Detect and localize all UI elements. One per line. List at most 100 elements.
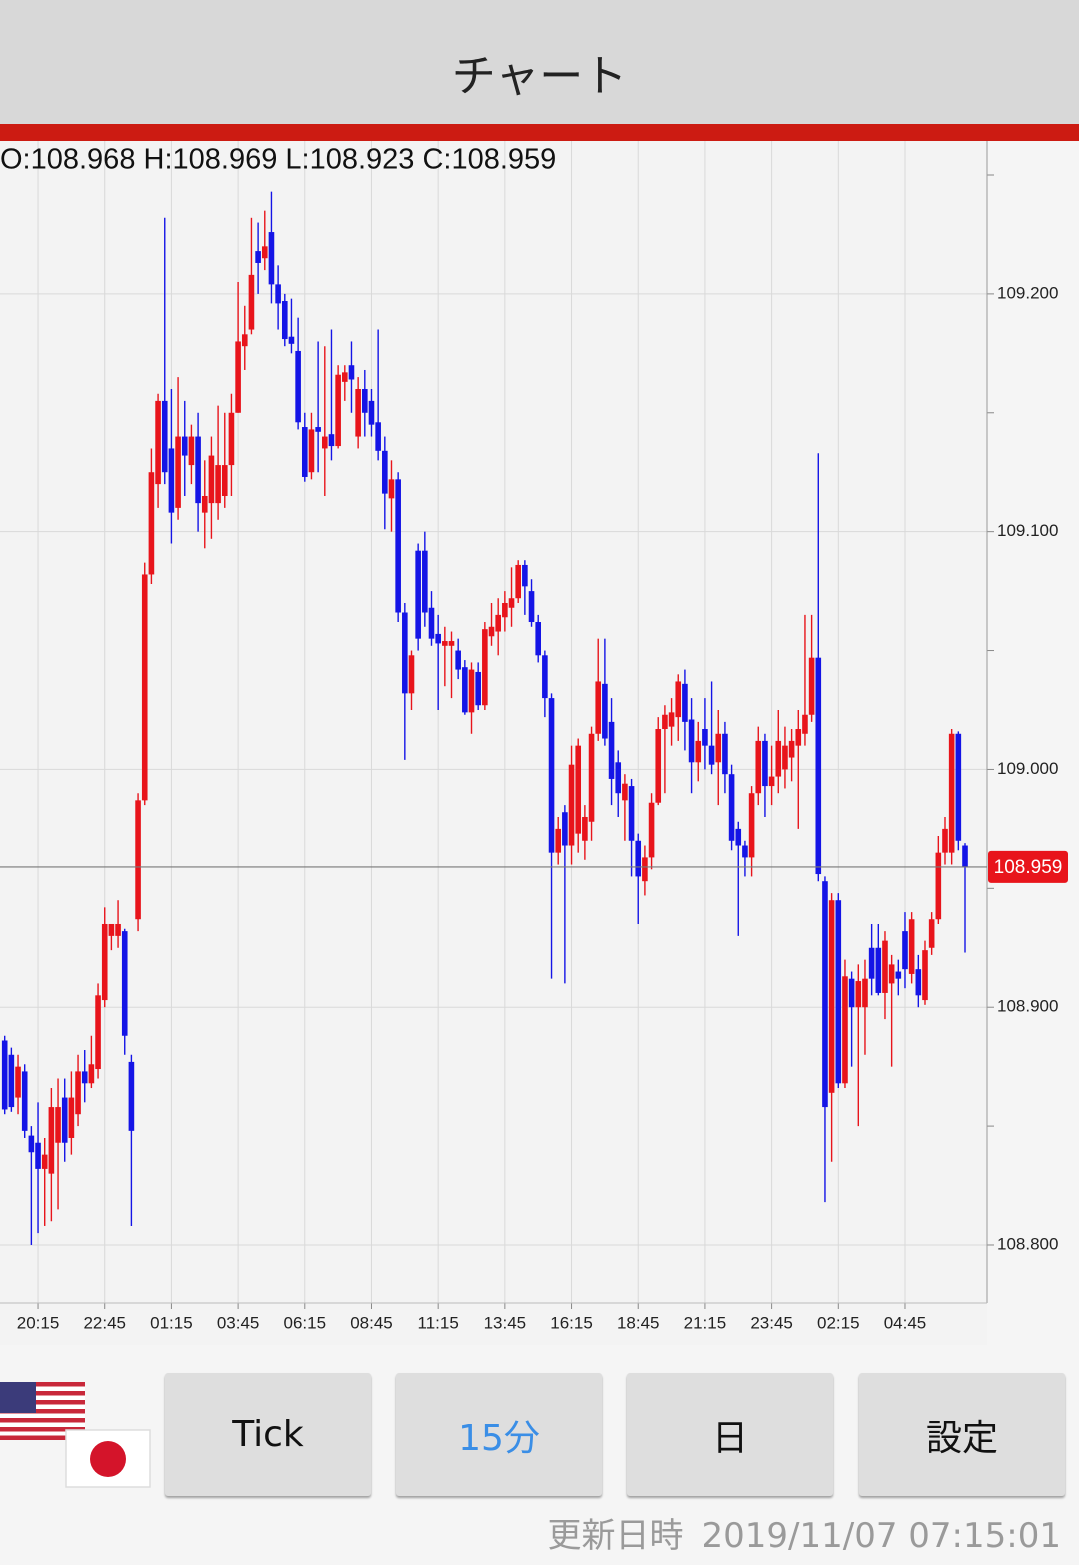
candle-body — [775, 740, 782, 777]
candle-body — [435, 633, 441, 644]
candle-body — [515, 564, 521, 599]
candle-body — [695, 740, 702, 763]
candle-body — [81, 1071, 88, 1084]
candle-body — [908, 919, 915, 974]
candle-body — [642, 857, 648, 882]
candle-body — [922, 950, 928, 1001]
candle-body — [682, 683, 688, 722]
candle-body — [215, 465, 221, 504]
candle-body — [442, 641, 448, 646]
candle-body — [755, 740, 762, 794]
candle-body — [415, 550, 421, 639]
candle-body — [575, 745, 582, 834]
candle-body — [868, 947, 875, 979]
candle-body — [8, 1054, 15, 1108]
candle-body — [388, 479, 395, 499]
candle-body — [455, 650, 461, 670]
chart: 20:15 22:45 01:15 03:45 06:15 08:45 11:15 13:45… — [0, 141, 1068, 1345]
period-button[interactable]: 15分 — [396, 1373, 602, 1496]
candle-body — [375, 422, 381, 451]
candle-body — [828, 900, 835, 1093]
candle-body — [221, 465, 228, 496]
candle-body — [622, 783, 628, 801]
update-label: 更新日時 — [547, 1516, 684, 1556]
candle-body — [255, 251, 261, 263]
candle-body — [562, 812, 568, 846]
candle-body — [201, 495, 208, 513]
update-time: 更新日時 2019/11/07 07:15:01 — [548, 1508, 1061, 1557]
last-price-label: 108.959 — [994, 857, 1063, 878]
x-tick-label: 20:15 — [17, 1313, 60, 1332]
candle-body — [235, 341, 241, 413]
candle-body — [41, 1154, 48, 1169]
candle-body — [835, 900, 842, 1084]
jp-flag — [65, 1429, 151, 1488]
candle-body — [722, 733, 728, 775]
x-tick-label: 21:15 — [684, 1313, 727, 1332]
candle-body — [948, 733, 955, 853]
candle-body — [555, 828, 562, 853]
x-tick-label: 08:45 — [350, 1313, 393, 1332]
candle-body — [962, 845, 968, 867]
candle-body — [268, 232, 275, 285]
currency-flags[interactable] — [0, 1380, 160, 1490]
candle-body — [648, 802, 655, 858]
candle-body — [795, 729, 802, 746]
x-tick-label: 02:15 — [817, 1313, 860, 1332]
candle-body — [802, 714, 808, 734]
accent-bar — [0, 124, 1079, 141]
y-tick-label: 109.000 — [997, 759, 1058, 778]
x-tick-label: 13:45 — [484, 1313, 527, 1332]
candle-body — [135, 800, 141, 920]
candle-body — [342, 372, 348, 382]
ohlc-readout: O:108.968 H:108.969 L:108.923 C:108.959 — [0, 144, 556, 176]
candle-body — [608, 721, 615, 779]
candle-body — [228, 412, 235, 466]
candle-body — [1, 1040, 8, 1110]
candle-body — [935, 852, 942, 920]
candle-body — [382, 450, 388, 494]
candle-body — [482, 629, 488, 706]
candle-body — [248, 274, 255, 330]
x-tick-label: 16:15 — [550, 1313, 593, 1332]
y-tick-label: 108.800 — [997, 1234, 1058, 1253]
candle-body — [588, 733, 595, 822]
candle-body — [181, 436, 188, 456]
candle-body — [48, 1107, 55, 1174]
candle-body — [328, 434, 335, 447]
x-tick-label: 18:45 — [617, 1313, 660, 1332]
candle-body — [128, 1061, 135, 1131]
candle-body — [522, 564, 528, 587]
candle-body — [762, 740, 768, 787]
candle-body — [261, 246, 268, 259]
candle-body — [748, 793, 755, 858]
x-tick-label: 22:45 — [83, 1313, 126, 1332]
candle-body — [195, 436, 201, 504]
candle-body — [848, 978, 855, 1008]
candle-body — [668, 712, 675, 727]
candle-body — [301, 427, 308, 477]
candle-body — [928, 919, 935, 948]
x-tick-label: 23:45 — [750, 1313, 793, 1332]
candle-body — [141, 574, 148, 801]
candle-body — [822, 881, 828, 1108]
tick-button[interactable]: Tick — [165, 1373, 371, 1496]
candle-body — [315, 427, 321, 432]
candle-body — [21, 1071, 28, 1131]
candle-body — [241, 334, 248, 347]
candle-body — [335, 374, 341, 447]
candle-body — [55, 1107, 61, 1143]
x-tick-label: 11:15 — [418, 1313, 459, 1332]
candle-body — [168, 448, 175, 513]
day-button[interactable]: 日 — [627, 1373, 833, 1496]
candle-body — [915, 969, 922, 996]
x-tick-label: 06:15 — [284, 1313, 327, 1332]
candle-body — [942, 828, 948, 853]
candle-body — [895, 971, 902, 979]
candle-body — [655, 729, 662, 803]
candle-body — [28, 1135, 35, 1153]
settings-button[interactable]: 設定 — [859, 1373, 1065, 1496]
candle-body — [675, 681, 682, 718]
candle-body — [535, 622, 541, 656]
